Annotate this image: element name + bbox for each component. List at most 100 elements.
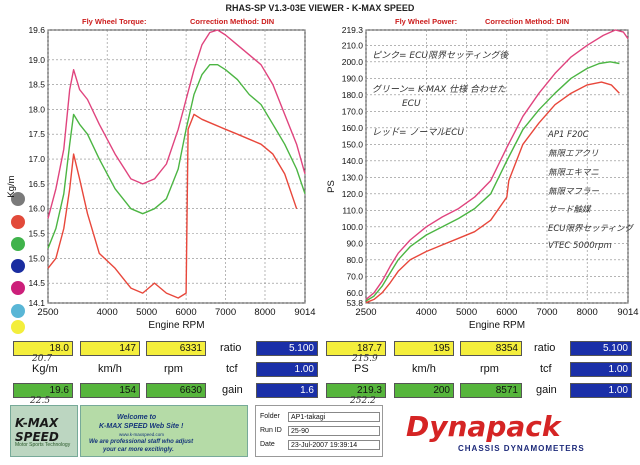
unit-rpm: rpm bbox=[164, 363, 183, 375]
torque-header: Fly Wheel Torque: bbox=[82, 17, 147, 26]
torque-x-tick-label: 6000 bbox=[176, 307, 197, 318]
series-color-dot bbox=[11, 192, 25, 206]
power-y-tick-label: 150.0 bbox=[342, 139, 364, 149]
welcome-url[interactable]: www.k-maxspeed.com bbox=[119, 432, 165, 437]
power-x-tick-label: 4000 bbox=[416, 307, 437, 318]
unit-power: PS bbox=[354, 363, 369, 375]
power-y-tick-label: 140.0 bbox=[342, 156, 364, 166]
tcf-label-left: tcf bbox=[226, 363, 238, 375]
power-y-tick-label: 200.0 bbox=[342, 57, 364, 67]
series-color-dot bbox=[11, 304, 25, 318]
handwritten-note: AP1 F20C bbox=[547, 130, 589, 140]
handwritten-torque-bottom: 22.5 bbox=[30, 396, 51, 406]
handwritten-power-bottom: 252.2 bbox=[350, 396, 376, 406]
rpm-peak-normal-right: 8354 bbox=[460, 341, 522, 356]
torque-y-tick-label: 18.5 bbox=[28, 80, 45, 90]
gain-value-left: 1.6 bbox=[256, 383, 318, 398]
dynapack-logo: Dynapack CHASSIS DYNAMOMETERS bbox=[400, 410, 630, 455]
handwritten-torque-top: 20.7 bbox=[32, 354, 53, 364]
kmax-tagline: Motor Sports Technology bbox=[15, 442, 71, 448]
power-y-tick-label: 90.0 bbox=[346, 238, 363, 248]
unit-speed: km/h bbox=[98, 363, 122, 375]
handwritten-note: グリーン= K-MAX 仕様 合わせた bbox=[372, 84, 507, 95]
power-x-tick-label: 8000 bbox=[577, 307, 598, 318]
series-color-dot bbox=[11, 259, 25, 273]
power-series-line bbox=[365, 29, 629, 300]
power-y-tick-label: 80.0 bbox=[346, 255, 363, 265]
torque-y-tick-label: 17.5 bbox=[28, 129, 45, 139]
series-color-dot bbox=[11, 215, 25, 229]
power-y-tick-label: 190.0 bbox=[342, 73, 364, 83]
torque-y-tick-label: 17.0 bbox=[28, 154, 45, 164]
handwritten-note: レッド= ノーマルECU bbox=[372, 128, 464, 138]
tcf-value-right: 1.00 bbox=[570, 362, 632, 377]
power-series-line bbox=[365, 61, 620, 302]
torque-correction-label: Correction Method: DIN bbox=[190, 17, 275, 26]
unit-torque: Kg/m bbox=[32, 363, 58, 375]
power-x-tick-label: 9014 bbox=[617, 307, 638, 318]
torque-y-tick-label: 16.0 bbox=[28, 204, 45, 214]
date-label: Date bbox=[260, 441, 275, 448]
kmax-logo-text: K-MAX SPEED bbox=[15, 416, 59, 444]
unit-speed-right: km/h bbox=[412, 363, 436, 375]
handwritten-note: サード触媒 bbox=[548, 204, 592, 215]
ratio-label-left: ratio bbox=[220, 342, 242, 354]
gain-label-right: gain bbox=[536, 384, 557, 396]
folder-value: AP1-takagi bbox=[288, 412, 380, 422]
torque-x-tick-label: 4000 bbox=[97, 307, 118, 318]
power-x-tick-label: 7000 bbox=[536, 307, 557, 318]
tcf-label-right: tcf bbox=[540, 363, 552, 375]
power-peak-normal: 187.7 bbox=[326, 341, 386, 356]
power-y-tick-label: 53.8 bbox=[346, 298, 363, 308]
power-y-tick-label: 60.0 bbox=[346, 288, 363, 298]
welcome-line3: We are professional staff who adjust bbox=[89, 439, 194, 445]
torque-y-tick-label: 18.0 bbox=[28, 104, 45, 114]
handwritten-note: 無限エキマニ bbox=[548, 167, 600, 178]
rpm-peak-tuned-right: 8571 bbox=[460, 383, 522, 398]
torque-plot-area bbox=[47, 29, 306, 304]
handwritten-note: VTEC 5000rpm bbox=[548, 241, 612, 251]
units-row: Kg/m km/h rpm tcf 1.00 PS km/h rpm tcf 1… bbox=[8, 361, 634, 378]
torque-y-tick-label: 14.5 bbox=[28, 278, 45, 288]
rpm-peak-tuned: 6630 bbox=[146, 383, 206, 398]
dyno-charts: 2500 4000 5000 6000 7000 8000 9014 19.6 19.0 18.5… bbox=[6, 25, 639, 331]
power-y-tick-label: 100.0 bbox=[342, 222, 364, 232]
torque-y-tick-label: 19.0 bbox=[28, 55, 45, 65]
run-id-value: 25-90 bbox=[288, 426, 380, 436]
ratio-value-left: 5.100 bbox=[256, 341, 318, 356]
speed-peak-normal: 147 bbox=[80, 341, 140, 356]
unit-rpm-right: rpm bbox=[480, 363, 499, 375]
power-y-tick-label: 110.0 bbox=[342, 205, 363, 215]
torque-x-axis-label: Engine RPM bbox=[148, 320, 204, 331]
power-y-tick-label: 219.3 bbox=[342, 25, 364, 35]
power-x-tick-label: 6000 bbox=[496, 307, 517, 318]
speed-peak-tuned-right: 200 bbox=[394, 383, 454, 398]
kmax-logo: K-MAX SPEED Motor Sports Technology bbox=[10, 405, 78, 457]
power-x-tick-label: 2500 bbox=[355, 307, 376, 318]
dynapack-subtitle: CHASSIS DYNAMOMETERS bbox=[458, 444, 585, 453]
torque-x-tick-label: 7000 bbox=[215, 307, 236, 318]
tcf-value-left: 1.00 bbox=[256, 362, 318, 377]
torque-y-tick-label: 14.1 bbox=[28, 298, 45, 308]
handwritten-power-top: 215.9 bbox=[352, 354, 378, 364]
welcome-line1: Welcome to bbox=[117, 414, 157, 421]
torque-x-tick-label: 8000 bbox=[254, 307, 275, 318]
power-y-tick-label: 120.0 bbox=[342, 189, 364, 199]
power-y-tick-label: 70.0 bbox=[346, 271, 363, 281]
handwritten-note: ピンク= ECU限界セッティング後 bbox=[372, 50, 509, 61]
power-correction-label: Correction Method: DIN bbox=[485, 17, 570, 26]
torque-y-tick-label: 15.5 bbox=[28, 229, 45, 239]
power-peak-tuned: 219.3 bbox=[326, 383, 386, 398]
gain-label-left: gain bbox=[222, 384, 243, 396]
torque-peak-tuned: 19.6 bbox=[13, 383, 73, 398]
series-color-dot bbox=[11, 237, 25, 251]
ratio-label-right: ratio bbox=[534, 342, 556, 354]
power-header: Fly Wheel Power: bbox=[395, 17, 458, 26]
power-x-axis-label: Engine RPM bbox=[469, 320, 525, 331]
torque-y-axis-label: Kg/m bbox=[6, 175, 17, 197]
torque-y-tick-label: 19.6 bbox=[28, 25, 45, 35]
power-series-line bbox=[365, 81, 620, 304]
power-y-tick-label: 210.0 bbox=[342, 40, 364, 50]
torque-series-line bbox=[47, 63, 306, 249]
rpm-peak-normal: 6331 bbox=[146, 341, 206, 356]
